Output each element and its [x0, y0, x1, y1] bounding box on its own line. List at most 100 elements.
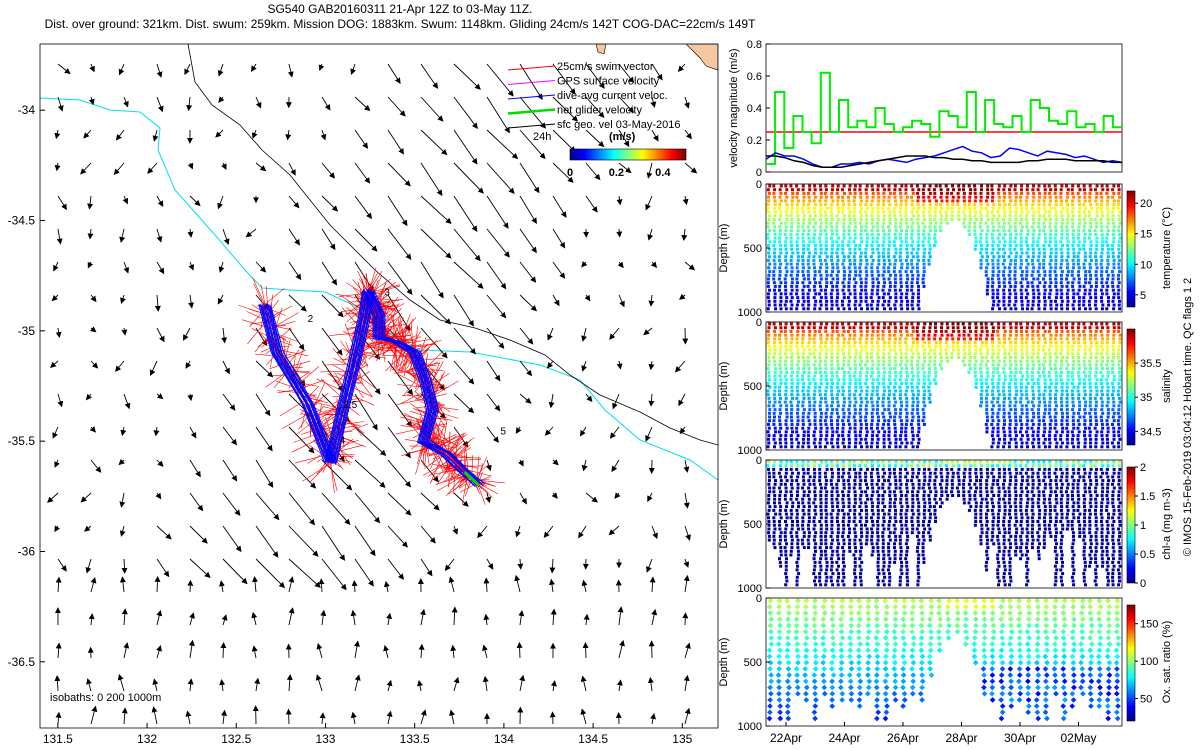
profile-sample: [910, 232, 914, 236]
profile-sample: [802, 244, 806, 247]
profile-sample: [938, 352, 942, 356]
profile-sample: [842, 422, 845, 426]
profile-sample: [812, 258, 816, 262]
profile-sample: [888, 240, 891, 244]
profile-sample: [1025, 344, 1029, 348]
profile-sample: [830, 326, 834, 330]
sfc-vector: [544, 426, 554, 436]
profile-sample: [819, 296, 823, 300]
profile-sample: [807, 445, 811, 449]
profile-sample: [835, 326, 839, 330]
profile-sample: [991, 258, 995, 262]
swim-vector: [378, 299, 391, 324]
profile-sample: [1065, 292, 1069, 296]
profile-sample: [819, 225, 822, 229]
profile-sample: [899, 352, 903, 356]
profile-sample: [898, 445, 902, 449]
profile-sample: [1002, 292, 1006, 296]
profile-sample: [819, 251, 823, 255]
profile-sample: [1003, 191, 1006, 195]
profile-sample: [871, 389, 875, 393]
profile-sample: [785, 370, 789, 374]
profile-sample: [1007, 337, 1011, 341]
profile-sample: [1048, 277, 1052, 281]
profile-sample: [858, 374, 862, 378]
profile-sample: [1101, 214, 1105, 218]
profile-sample: [877, 322, 881, 326]
profile-sample: [1077, 273, 1080, 277]
profile-sample: [779, 191, 783, 195]
sfc-vector: [387, 360, 413, 396]
profile-sample: [1036, 352, 1040, 356]
profile-sample: [841, 303, 845, 307]
profile-sample: [1001, 344, 1005, 348]
profile-sample: [859, 422, 863, 426]
profile-sample: [853, 356, 857, 359]
profile-sample: [922, 374, 926, 378]
profile-sample: [848, 393, 852, 397]
profile-sample: [796, 206, 799, 210]
profile-sample: [808, 281, 812, 285]
profile-sample: [917, 225, 921, 229]
profile-sample: [784, 281, 788, 285]
profile-sample: [933, 236, 936, 240]
profile-sample: [778, 203, 782, 207]
profile-sample: [928, 382, 932, 385]
profile-sample: [882, 277, 886, 281]
profile-sample: [1009, 356, 1013, 359]
profile-sample: [843, 370, 846, 374]
profile-sample: [1066, 348, 1070, 352]
profile-sample: [860, 359, 863, 363]
profile-sample: [865, 206, 869, 210]
profile-sample: [910, 426, 914, 430]
profile-sample: [899, 195, 903, 199]
profile-sample: [1055, 356, 1059, 359]
profile-sample: [928, 400, 932, 404]
profile-sample: [1066, 370, 1070, 374]
profile-sample: [916, 240, 920, 244]
profile-sample: [766, 281, 770, 285]
profile-sample: [946, 203, 950, 207]
profile-sample: [974, 359, 978, 363]
profile-sample: [882, 389, 886, 393]
profile-sample: [1048, 356, 1052, 359]
profile-sample: [847, 273, 851, 277]
profile-sample: [1048, 400, 1052, 404]
profile-sample: [1077, 240, 1081, 244]
section-profiles: [766, 322, 1122, 449]
island-patch: [595, 44, 607, 55]
profile-sample: [973, 203, 977, 207]
profile-sample: [1003, 232, 1007, 236]
profile-sample: [1031, 288, 1035, 292]
profile-sample: [922, 199, 926, 203]
profile-sample: [801, 288, 805, 292]
sfc-vector: [121, 558, 128, 574]
profile-sample: [1043, 195, 1047, 199]
profile-sample: [1053, 363, 1057, 367]
profile-sample: [1024, 341, 1028, 345]
profile-sample: [1054, 393, 1058, 397]
sfc-vector: [609, 426, 620, 439]
profile-sample: [876, 437, 880, 441]
sfc-vector: [453, 63, 481, 90]
profile-sample: [830, 229, 834, 233]
profile-sample: [773, 382, 777, 385]
profile-sample: [991, 199, 994, 203]
profile-sample: [1095, 266, 1099, 270]
profile-sample: [1014, 195, 1018, 199]
sfc-vector: [123, 96, 129, 108]
profile-sample: [790, 441, 794, 445]
profile-sample: [1019, 244, 1023, 247]
profile-sample: [818, 363, 822, 367]
profile-sample: [1110, 247, 1114, 251]
profile-sample: [1002, 199, 1006, 203]
profile-sample: [824, 277, 828, 281]
profile-sample: [801, 389, 805, 393]
profile-sample: [1014, 415, 1018, 419]
profile-sample: [887, 326, 891, 330]
profile-sample: [899, 221, 903, 225]
profile-sample: [875, 240, 879, 244]
profile-sample: [807, 288, 811, 292]
profile-sample: [899, 408, 903, 412]
profile-sample: [865, 322, 869, 326]
